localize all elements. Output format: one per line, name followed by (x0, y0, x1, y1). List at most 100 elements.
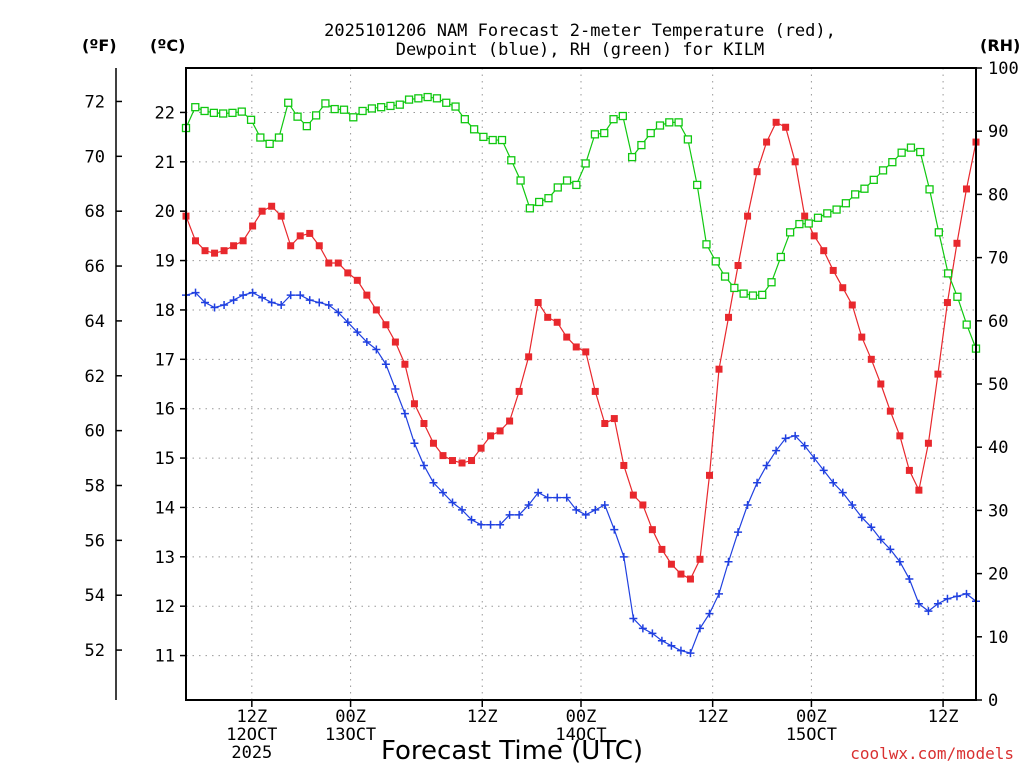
data-point (832, 205, 841, 214)
data-point (449, 457, 457, 465)
data-point (544, 194, 553, 203)
celsius-tick-label: 19 (155, 252, 175, 272)
data-point (869, 175, 878, 185)
data-point (933, 599, 942, 608)
celsius-tick-label: 12 (155, 597, 175, 617)
data-point (344, 269, 352, 277)
data-point (353, 328, 362, 337)
data-point (488, 135, 497, 145)
celsius-tick-label: 20 (155, 202, 175, 222)
data-point (629, 614, 638, 623)
x-tick-label: 13OCT (325, 725, 376, 745)
data-point (785, 228, 795, 237)
data-point (914, 599, 923, 608)
data-point (851, 190, 860, 199)
data-point (256, 133, 265, 142)
series-line-dewpoint (185, 291, 977, 654)
data-point (442, 98, 451, 107)
rh-axis-label: (RH) (980, 36, 1020, 55)
data-point (479, 132, 488, 142)
data-point (469, 125, 479, 134)
x-tick-label: 14OCT (555, 725, 606, 745)
data-point (646, 128, 655, 138)
data-point (315, 242, 323, 250)
data-point (420, 420, 428, 427)
data-point (404, 95, 414, 104)
data-point (943, 299, 951, 307)
data-point (572, 343, 580, 351)
data-point (325, 259, 333, 267)
data-point (667, 560, 675, 568)
data-point (943, 269, 953, 278)
data-point (618, 111, 627, 121)
data-point (677, 570, 685, 578)
data-point (739, 289, 748, 298)
fahrenheit-axis-label: (ºF) (82, 36, 117, 55)
data-point (562, 493, 571, 502)
data-point (372, 306, 380, 314)
data-point (448, 498, 457, 507)
data-point (748, 291, 758, 300)
data-point (230, 242, 238, 250)
data-point (620, 461, 628, 469)
data-point (610, 415, 618, 423)
data-point (400, 409, 409, 418)
data-point (848, 301, 856, 309)
data-point (813, 213, 823, 222)
data-point (209, 108, 219, 118)
data-point (658, 545, 666, 553)
data-point (906, 143, 916, 152)
data-point (925, 185, 934, 194)
data-point (600, 500, 609, 509)
series-rh (181, 92, 981, 353)
data-point (334, 308, 343, 317)
data-point (429, 439, 437, 447)
data-point (305, 296, 314, 305)
data-point (581, 510, 590, 519)
celsius-tick-label: 16 (155, 400, 175, 420)
data-point (600, 128, 609, 138)
data-point (410, 439, 419, 448)
data-point (458, 505, 467, 514)
data-point (858, 333, 866, 341)
data-point (553, 183, 562, 192)
data-point (296, 232, 304, 240)
data-point (665, 118, 674, 127)
data-point (339, 105, 349, 114)
data-point (381, 360, 390, 369)
data-point (391, 338, 399, 346)
data-point (791, 431, 800, 440)
data-point (543, 493, 552, 502)
data-point (696, 555, 704, 563)
data-point (506, 417, 514, 425)
data-point (705, 471, 713, 479)
data-point (382, 321, 390, 329)
series-temperature (182, 118, 980, 583)
data-point (201, 298, 210, 307)
data-point (258, 293, 267, 302)
data-point (353, 276, 361, 284)
x-tick-label: 12OCT (226, 725, 277, 745)
data-point (237, 107, 246, 116)
data-point (823, 209, 832, 218)
data-point (839, 284, 847, 292)
rh-tick-label: 20 (988, 565, 1008, 585)
celsius-tick-label: 11 (155, 647, 175, 667)
data-point (695, 624, 704, 633)
data-point (810, 454, 819, 463)
data-point (544, 313, 552, 321)
data-point (401, 360, 409, 368)
rh-tick-label: 60 (988, 312, 1008, 332)
x-tick-label: 00Z (566, 707, 597, 727)
data-point (277, 212, 285, 220)
data-point (676, 646, 685, 655)
data-point (553, 493, 562, 502)
celsius-tick-label: 18 (155, 301, 175, 321)
data-point (274, 133, 284, 142)
data-point (848, 500, 857, 509)
chart-title: 2025101206 NAM Forecast 2-meter Temperat… (324, 21, 836, 60)
rh-tick-label: 10 (988, 628, 1008, 648)
data-point (841, 199, 851, 208)
